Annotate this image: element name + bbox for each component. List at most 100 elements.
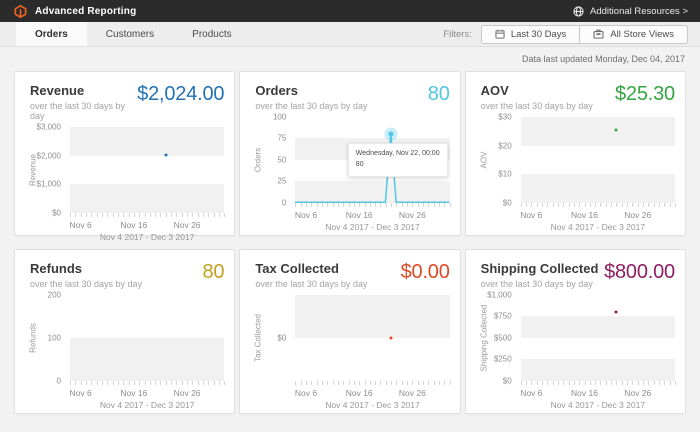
- day-tick: [364, 380, 366, 385]
- day-tick: [557, 202, 559, 207]
- date-range-label: Nov 4 2017 - Dec 3 2017: [325, 221, 420, 232]
- day-tick: [648, 380, 650, 385]
- day-tick: [643, 380, 645, 385]
- day-tick: [584, 380, 586, 385]
- day-tick: [107, 380, 109, 385]
- day-tick: [449, 202, 451, 207]
- x-tick-label: Nov 16: [345, 209, 373, 220]
- day-tick: [653, 202, 655, 207]
- day-tick: [343, 202, 345, 207]
- day-tick: [224, 212, 226, 217]
- dashboard-content: Data last updated Monday, Dec 04, 2017 R…: [0, 47, 700, 414]
- day-tick: [573, 380, 575, 385]
- day-tick: [123, 380, 125, 385]
- y-tick-label: $30: [498, 112, 512, 122]
- day-tick: [643, 202, 645, 207]
- plot-band: [70, 184, 225, 213]
- day-tick: [552, 202, 554, 207]
- day-tick: [412, 380, 414, 385]
- day-tick: [348, 202, 350, 207]
- day-tick: [536, 202, 538, 207]
- card-head: Refunds over the last 30 days by day 80: [30, 261, 225, 289]
- chart-tooltip-value: 80: [355, 161, 364, 169]
- day-tick: [611, 380, 613, 385]
- report-card-grid: Revenue over the last 30 days by day $2,…: [14, 71, 686, 414]
- tab-customers[interactable]: Customers: [105, 28, 155, 40]
- store-view-button[interactable]: All Store Views: [579, 25, 687, 43]
- day-tick: [541, 380, 543, 385]
- day-tick: [391, 380, 393, 385]
- day-tick: [401, 202, 403, 207]
- globe-icon: [573, 5, 584, 17]
- day-tick: [187, 380, 189, 385]
- day-tick: [525, 380, 527, 385]
- data-point: [614, 310, 618, 314]
- day-tick: [321, 380, 323, 385]
- plot-area: Nov 6 Nov 16 Nov 26 Nov 4 2017 - Dec 3 2017: [70, 126, 226, 242]
- day-tick: [353, 202, 355, 207]
- orders-chart: Orders 100 75 50 25 0 Wednesday, Nov 22, 00:00…: [254, 112, 451, 235]
- y-tick-label: $0: [502, 198, 512, 208]
- day-tick: [332, 380, 334, 385]
- day-tick: [144, 380, 146, 385]
- day-tick: [348, 380, 350, 385]
- day-tick: [573, 202, 575, 207]
- day-tick: [144, 212, 146, 217]
- day-tick: [311, 380, 313, 385]
- day-tick: [208, 380, 210, 385]
- additional-resources-link[interactable]: Additional Resources >: [573, 6, 688, 17]
- filter-button-group: Last 30 Days All Store Views: [480, 24, 688, 44]
- date-range-label: Nov 4 2017 - Dec 3 2017: [99, 231, 195, 242]
- x-tick-label: Nov 26: [398, 209, 426, 220]
- day-tick: [659, 380, 661, 385]
- day-tick: [396, 380, 398, 385]
- day-tick: [197, 380, 199, 385]
- card-subtitle: over the last 30 days by day: [255, 278, 368, 289]
- day-tick: [369, 202, 371, 207]
- day-tick: [133, 212, 135, 217]
- shipping-collected-chart: Shipping Collected $1,000 $750 $500 $250 $0 No…: [479, 290, 676, 413]
- data-point: [389, 336, 393, 340]
- card-head: Revenue over the last 30 days by day $2,…: [30, 83, 225, 121]
- day-tick: [674, 380, 676, 385]
- day-tick: [80, 380, 82, 385]
- day-tick: [531, 380, 533, 385]
- y-tick-label: $750: [493, 311, 512, 321]
- y-tick-label: $2,000: [36, 151, 61, 161]
- y-axis-ticks: 200 100 0: [30, 290, 66, 385]
- day-tick: [295, 202, 297, 207]
- day-tick: [600, 202, 602, 207]
- card-subtitle: over the last 30 days by day: [255, 100, 368, 111]
- day-tick: [224, 380, 226, 385]
- day-tick: [584, 202, 586, 207]
- day-tick: [171, 380, 173, 385]
- day-tick: [359, 380, 361, 385]
- day-tick: [428, 380, 430, 385]
- card-title: Revenue: [30, 83, 85, 98]
- x-tick-label: Nov 16: [571, 387, 598, 398]
- day-tick: [165, 380, 167, 385]
- day-tick: [155, 212, 157, 217]
- day-tick: [117, 380, 119, 385]
- day-tick: [648, 202, 650, 207]
- day-tick: [423, 202, 425, 207]
- y-tick-label: $250: [493, 354, 512, 364]
- day-tick: [75, 380, 77, 385]
- day-tick: [181, 380, 183, 385]
- day-tick: [128, 380, 130, 385]
- y-axis-ticks: $0: [255, 295, 291, 381]
- card-refunds: Refunds over the last 30 days by day 80 …: [14, 249, 236, 414]
- tab-products[interactable]: Products: [192, 28, 232, 40]
- day-tick: [101, 212, 103, 217]
- card-title: Refunds: [30, 261, 82, 276]
- date-range-button[interactable]: Last 30 Days: [482, 26, 579, 43]
- card-title: Shipping Collected: [480, 261, 599, 276]
- day-tick: [621, 380, 623, 385]
- day-tick: [653, 380, 655, 385]
- tab-orders[interactable]: Orders: [16, 22, 87, 46]
- day-tick: [531, 202, 533, 207]
- day-tick: [337, 202, 339, 207]
- day-tick: [589, 202, 591, 207]
- day-tick: [375, 380, 377, 385]
- day-tick: [149, 380, 151, 385]
